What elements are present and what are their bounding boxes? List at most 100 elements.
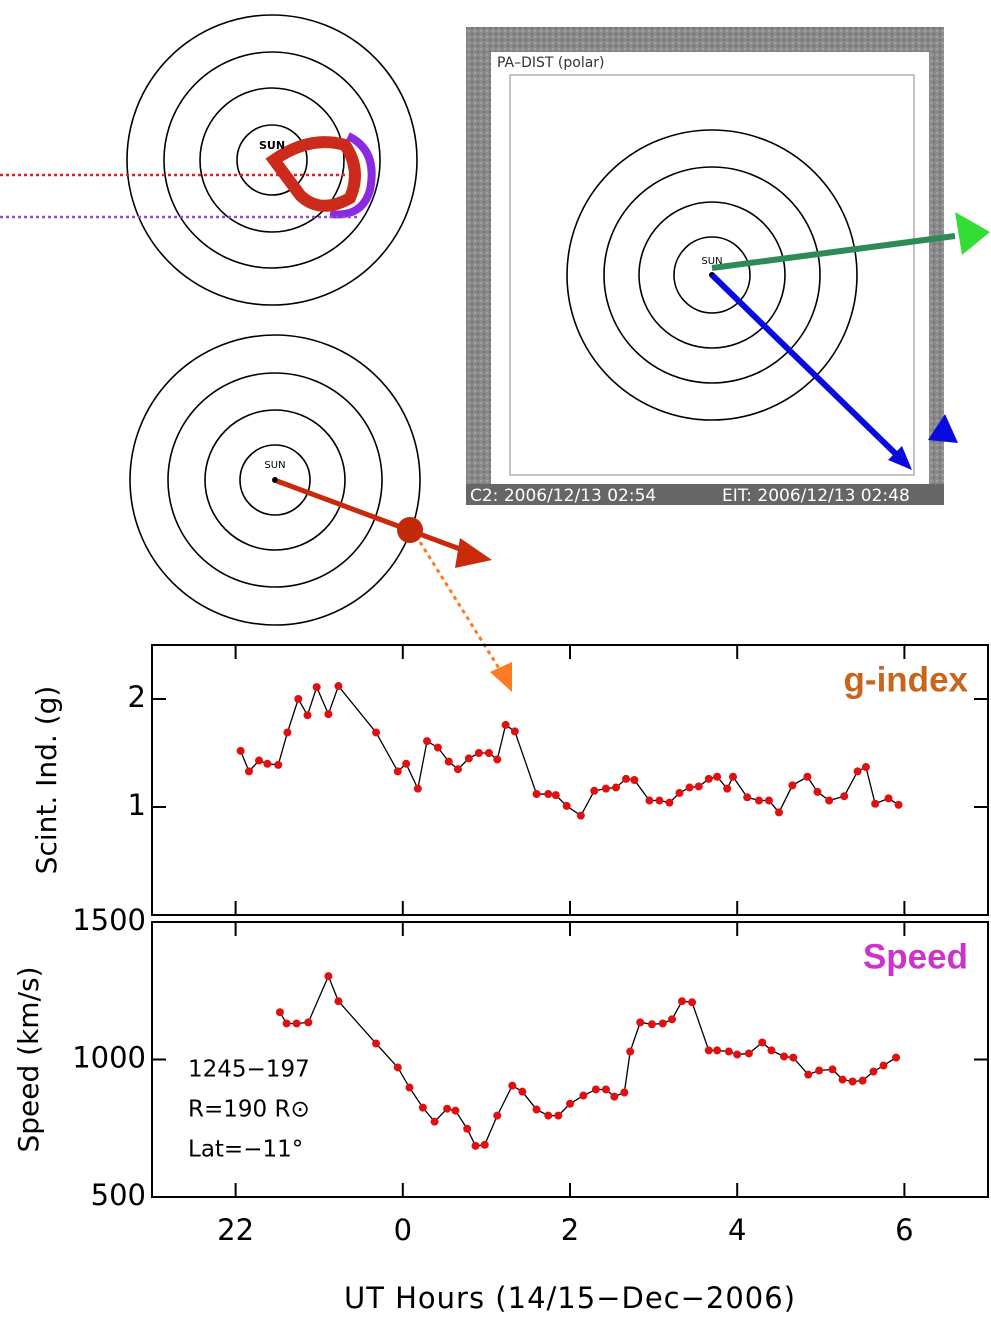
data-point — [566, 1099, 574, 1108]
data-point — [480, 1140, 489, 1149]
annotation: Lat=−11° — [188, 1137, 303, 1163]
data-point — [562, 801, 571, 810]
data-point — [848, 1077, 857, 1086]
data-point — [743, 793, 752, 802]
data-point — [282, 1019, 291, 1028]
data-point — [418, 1103, 427, 1112]
data-point — [451, 1106, 460, 1115]
data-point — [853, 767, 862, 776]
x-tick-label: 22 — [217, 1213, 254, 1247]
data-point — [665, 798, 674, 807]
data-point — [508, 1081, 517, 1090]
data-point — [764, 796, 773, 805]
red-loop — [265, 136, 361, 212]
data-point — [713, 772, 722, 781]
data-point — [423, 737, 432, 746]
data-point — [729, 772, 738, 781]
data-point — [551, 791, 560, 800]
data-point — [544, 790, 553, 799]
data-point — [501, 720, 510, 729]
data-point — [372, 728, 381, 737]
data-point — [334, 997, 343, 1006]
data-point — [724, 1047, 733, 1056]
data-point — [803, 772, 812, 781]
data-point — [858, 1076, 867, 1085]
data-point — [591, 1085, 600, 1094]
data-point — [685, 783, 694, 792]
data-point — [518, 1087, 527, 1096]
data-point — [813, 787, 822, 796]
data-point — [775, 808, 783, 817]
x-tick-label: 2 — [561, 1213, 579, 1247]
series-label: Speed — [863, 937, 968, 976]
data-point — [626, 1047, 635, 1056]
data-point — [532, 1105, 541, 1114]
data-point — [274, 760, 283, 769]
data-point — [312, 683, 321, 692]
data-point — [453, 765, 462, 774]
data-point — [532, 790, 541, 799]
sun-label: SUN — [264, 460, 285, 471]
purple-arc — [329, 132, 376, 219]
data-point — [828, 1065, 837, 1074]
data-point — [630, 776, 639, 784]
data-point — [767, 1046, 776, 1055]
data-point — [610, 1092, 619, 1101]
y-tick-label: 500 — [91, 1178, 146, 1212]
data-point — [463, 1124, 472, 1133]
data-point — [704, 1046, 713, 1055]
data-point — [744, 1049, 753, 1058]
annotation: 1245−197 — [188, 1057, 310, 1083]
data-point — [840, 792, 849, 801]
data-point — [892, 1053, 901, 1062]
data-point — [464, 754, 473, 763]
data-point — [263, 759, 272, 768]
series-label: g-index — [844, 660, 969, 699]
x-tick-label: 6 — [895, 1213, 913, 1247]
data-point — [636, 1018, 645, 1027]
data-point — [579, 1091, 588, 1100]
y-axis-label: Scint. Ind. (g) — [30, 686, 63, 875]
data-point — [622, 774, 631, 783]
data-point — [713, 1046, 722, 1055]
data-point — [675, 788, 684, 797]
data-point — [871, 799, 880, 808]
data-point — [678, 997, 687, 1006]
eit-time: EIT: 2006/12/13 02:48 — [722, 486, 910, 506]
sun-label: SUN — [701, 256, 722, 267]
x-tick-label: 0 — [394, 1213, 412, 1247]
x-axis-label: UT Hours (14/15−Dec−2006) — [344, 1281, 796, 1315]
data-point — [275, 1008, 284, 1017]
data-point — [484, 749, 493, 757]
data-point — [372, 1039, 381, 1048]
data-point — [433, 743, 442, 752]
data-point — [255, 756, 264, 765]
data-point — [647, 1020, 656, 1029]
data-point — [493, 1111, 502, 1120]
data-point — [789, 1053, 798, 1062]
diagram-bottom: SUN — [129, 334, 512, 692]
data-point — [590, 786, 599, 795]
data-point — [758, 1038, 767, 1047]
data-point — [402, 759, 411, 768]
data-point — [694, 782, 703, 791]
data-point — [304, 1018, 313, 1027]
data-point — [405, 1083, 414, 1092]
data-point — [393, 767, 402, 776]
data-point — [303, 711, 312, 720]
data-point — [493, 755, 502, 764]
panel-title: PA–DIST (polar) — [497, 55, 605, 71]
series-line — [240, 684, 899, 817]
data-point — [723, 784, 732, 793]
y-tick-label: 2 — [128, 680, 146, 714]
x-tick-label: 4 — [728, 1213, 746, 1247]
data-point — [884, 794, 893, 803]
annotation: R=190 R⊙ — [188, 1097, 310, 1123]
diagram-top: SUN — [0, 14, 418, 306]
data-point — [704, 774, 713, 783]
sun-label: SUN — [259, 139, 285, 152]
c2-time: C2: 2006/12/13 02:54 — [470, 486, 656, 506]
data-point — [780, 1052, 789, 1061]
series-line — [279, 974, 897, 1147]
y-axis-label: Speed (km/s) — [12, 966, 45, 1152]
